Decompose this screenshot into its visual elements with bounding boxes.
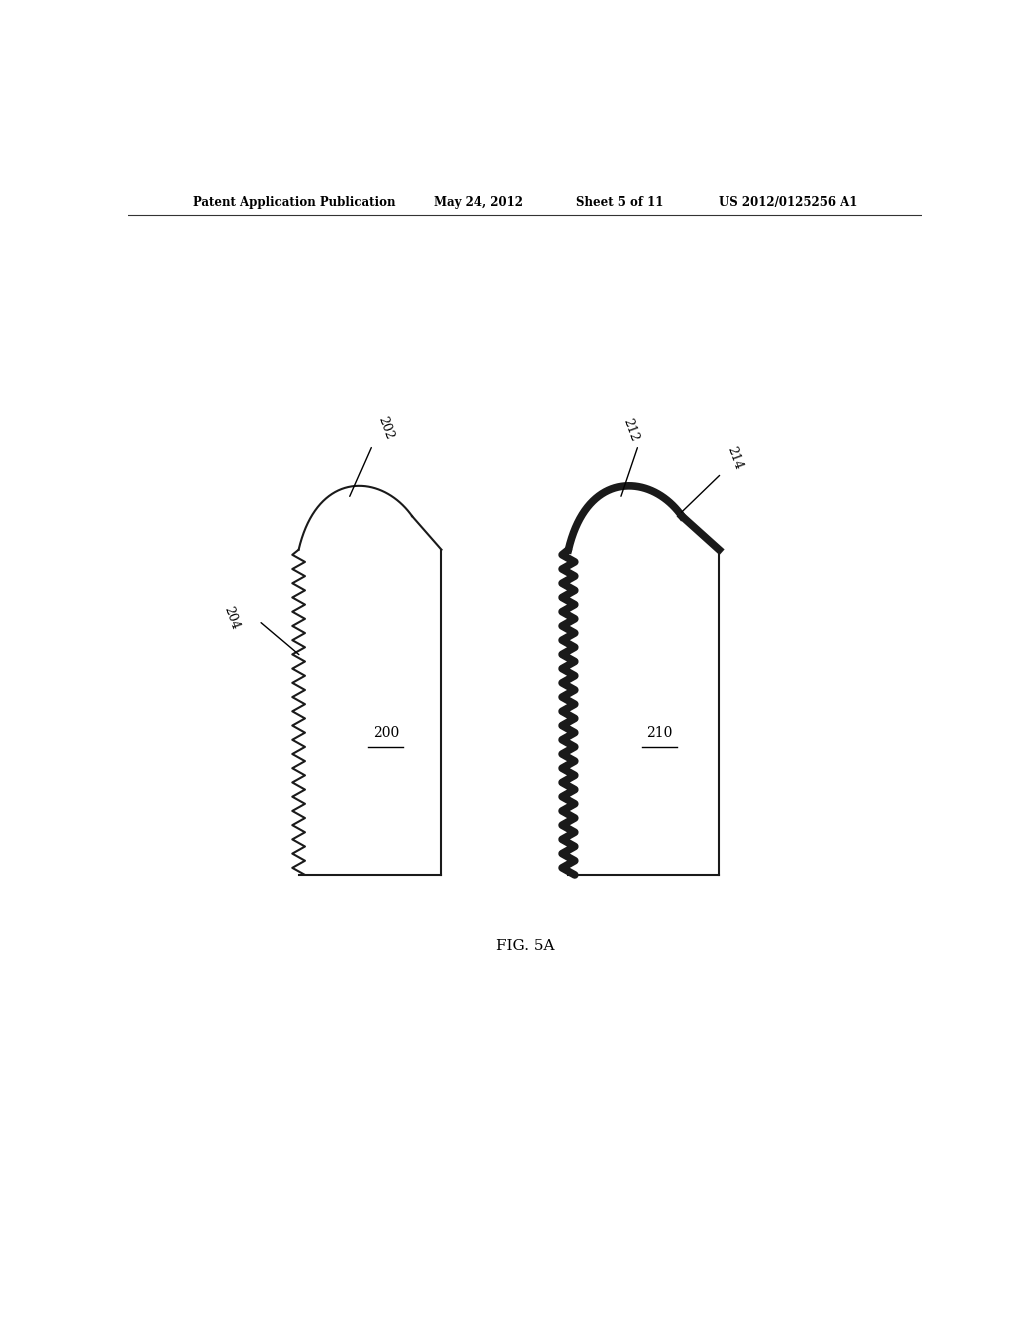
Text: Patent Application Publication: Patent Application Publication <box>194 195 395 209</box>
Text: 214: 214 <box>725 445 745 471</box>
Text: May 24, 2012: May 24, 2012 <box>433 195 522 209</box>
Text: 210: 210 <box>646 726 673 739</box>
Text: 204: 204 <box>221 605 242 631</box>
Text: 212: 212 <box>620 416 640 444</box>
Text: FIG. 5A: FIG. 5A <box>496 939 554 953</box>
Text: Sheet 5 of 11: Sheet 5 of 11 <box>577 195 664 209</box>
Text: 202: 202 <box>376 414 396 441</box>
Text: 200: 200 <box>373 726 399 739</box>
Text: US 2012/0125256 A1: US 2012/0125256 A1 <box>719 195 858 209</box>
